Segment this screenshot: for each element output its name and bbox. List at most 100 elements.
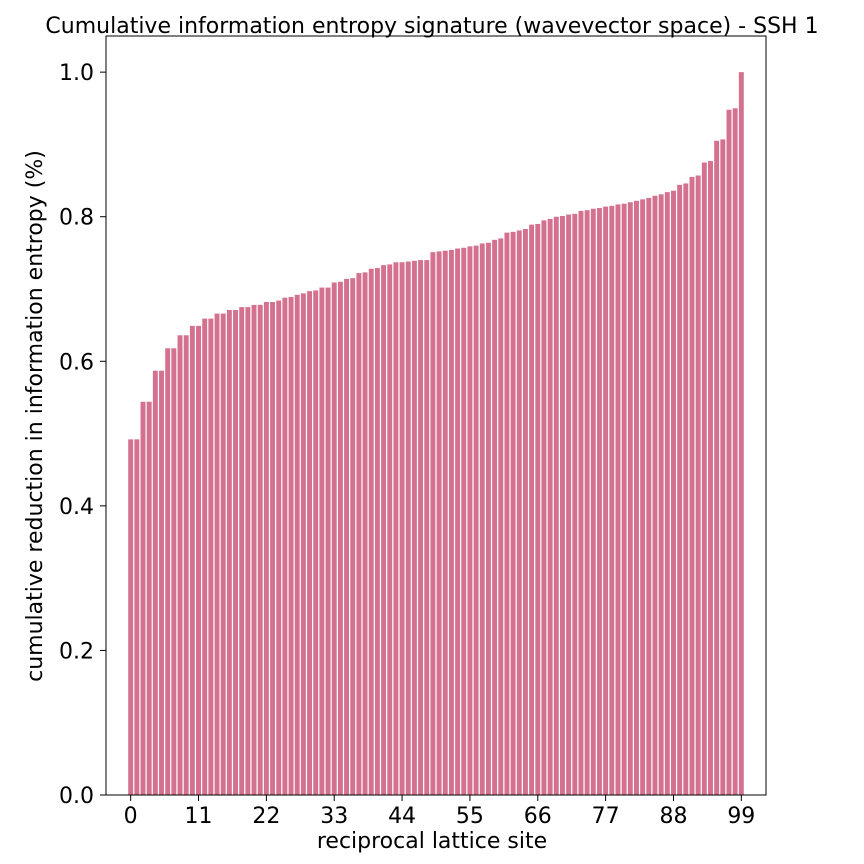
x-tick-label: 66 [524,804,552,829]
x-tick-label: 99 [727,804,755,829]
bar-site-69 [553,216,559,795]
bar-site-64 [522,229,528,795]
bar-site-31 [319,287,325,795]
bar-site-99 [738,72,744,795]
bar-site-20 [251,304,257,795]
bar-site-22 [263,302,269,795]
bar-site-4 [152,370,158,795]
bar-site-1 [134,439,140,795]
bar-site-23 [270,302,276,795]
bar-site-43 [393,262,399,795]
bar-site-14 [214,313,220,795]
bar-site-11 [196,325,201,795]
bar-site-39 [368,268,374,795]
bar-site-26 [288,296,294,795]
bar-site-10 [189,325,195,795]
bar-site-68 [547,218,553,795]
bar-site-53 [455,248,461,795]
bar-site-56 [473,245,479,796]
bar-site-89 [677,184,683,795]
bar-site-54 [461,247,467,796]
plot-frame [105,35,767,796]
x-axis-label: reciprocal lattice site [317,829,547,854]
bar-site-47 [418,260,424,796]
bar-site-41 [381,265,387,795]
bar-site-51 [442,250,448,795]
bar-site-79 [615,204,621,795]
y-axis-label: cumulative reduction in information entr… [23,150,48,682]
bar-site-83 [640,199,646,795]
bar-site-49 [430,252,436,796]
bar-site-24 [276,300,282,795]
bar-site-32 [325,287,331,795]
y-tick-label: 0.4 [59,495,94,520]
bar-site-33 [331,282,337,796]
bar-site-36 [350,278,356,796]
bar-site-27 [294,294,300,795]
chart-title: Cumulative information entropy signature… [45,14,818,39]
bar-site-73 [578,210,584,796]
bar-site-44 [399,262,405,795]
bar-site-12 [202,318,208,795]
bar-site-78 [609,205,615,795]
bar-site-46 [411,260,417,795]
bar-site-70 [559,215,565,795]
bar-site-74 [584,210,590,796]
bar-site-28 [300,293,306,795]
bar-site-5 [159,370,164,795]
x-tick-label: 0 [124,804,138,829]
bar-site-90 [683,183,689,795]
y-tick-label: 1.0 [59,61,94,86]
bar-site-37 [356,273,362,795]
x-tick-label: 88 [659,804,687,829]
y-tick-label: 0.8 [59,206,94,231]
bar-site-15 [220,313,226,795]
bar-site-88 [671,190,676,796]
bar-site-93 [701,162,707,795]
bar-site-91 [689,176,695,795]
bar-site-2 [140,401,146,795]
bar-site-60 [498,238,504,795]
bar-site-40 [374,268,380,796]
x-tick-label: 77 [592,804,620,829]
bar-site-59 [492,239,498,796]
bar-site-34 [337,281,343,795]
x-tick-label: 11 [185,804,213,829]
x-tick-label: 55 [456,804,484,829]
bar-site-76 [596,208,602,796]
bar-site-85 [652,195,658,795]
bar-site-61 [504,232,510,796]
x-tick-label: 22 [252,804,280,829]
bar-site-9 [183,335,189,795]
bar-site-13 [208,318,214,795]
bar-site-45 [405,261,411,795]
bar-site-55 [467,246,473,795]
y-tick-label: 0.6 [59,350,94,375]
bar-site-84 [646,197,652,796]
bar-site-75 [590,208,596,795]
bar-site-72 [572,213,578,795]
bar-site-16 [226,309,232,795]
bar-site-71 [566,214,572,795]
bar-site-95 [714,140,720,796]
bar-site-82 [634,200,639,796]
bar-site-52 [448,249,454,796]
bar-site-6 [165,348,171,795]
bar-site-38 [362,272,368,796]
bar-site-25 [282,297,288,795]
bar-site-7 [171,348,177,795]
bar-site-67 [541,220,547,796]
y-tick-label: 0.2 [59,639,94,664]
bar-site-0 [128,439,134,795]
bar-series [128,72,744,796]
bar-site-19 [245,307,251,795]
bar-site-3 [146,401,152,795]
bar-site-80 [621,203,627,795]
bar-site-35 [344,278,350,795]
x-axis-ticks: 0 11 22 33 44 55 66 77 88 99 [124,795,755,829]
bar-site-81 [627,202,633,795]
bar-site-29 [307,291,313,795]
bar-site-65 [529,224,535,795]
bar-site-30 [313,290,319,795]
